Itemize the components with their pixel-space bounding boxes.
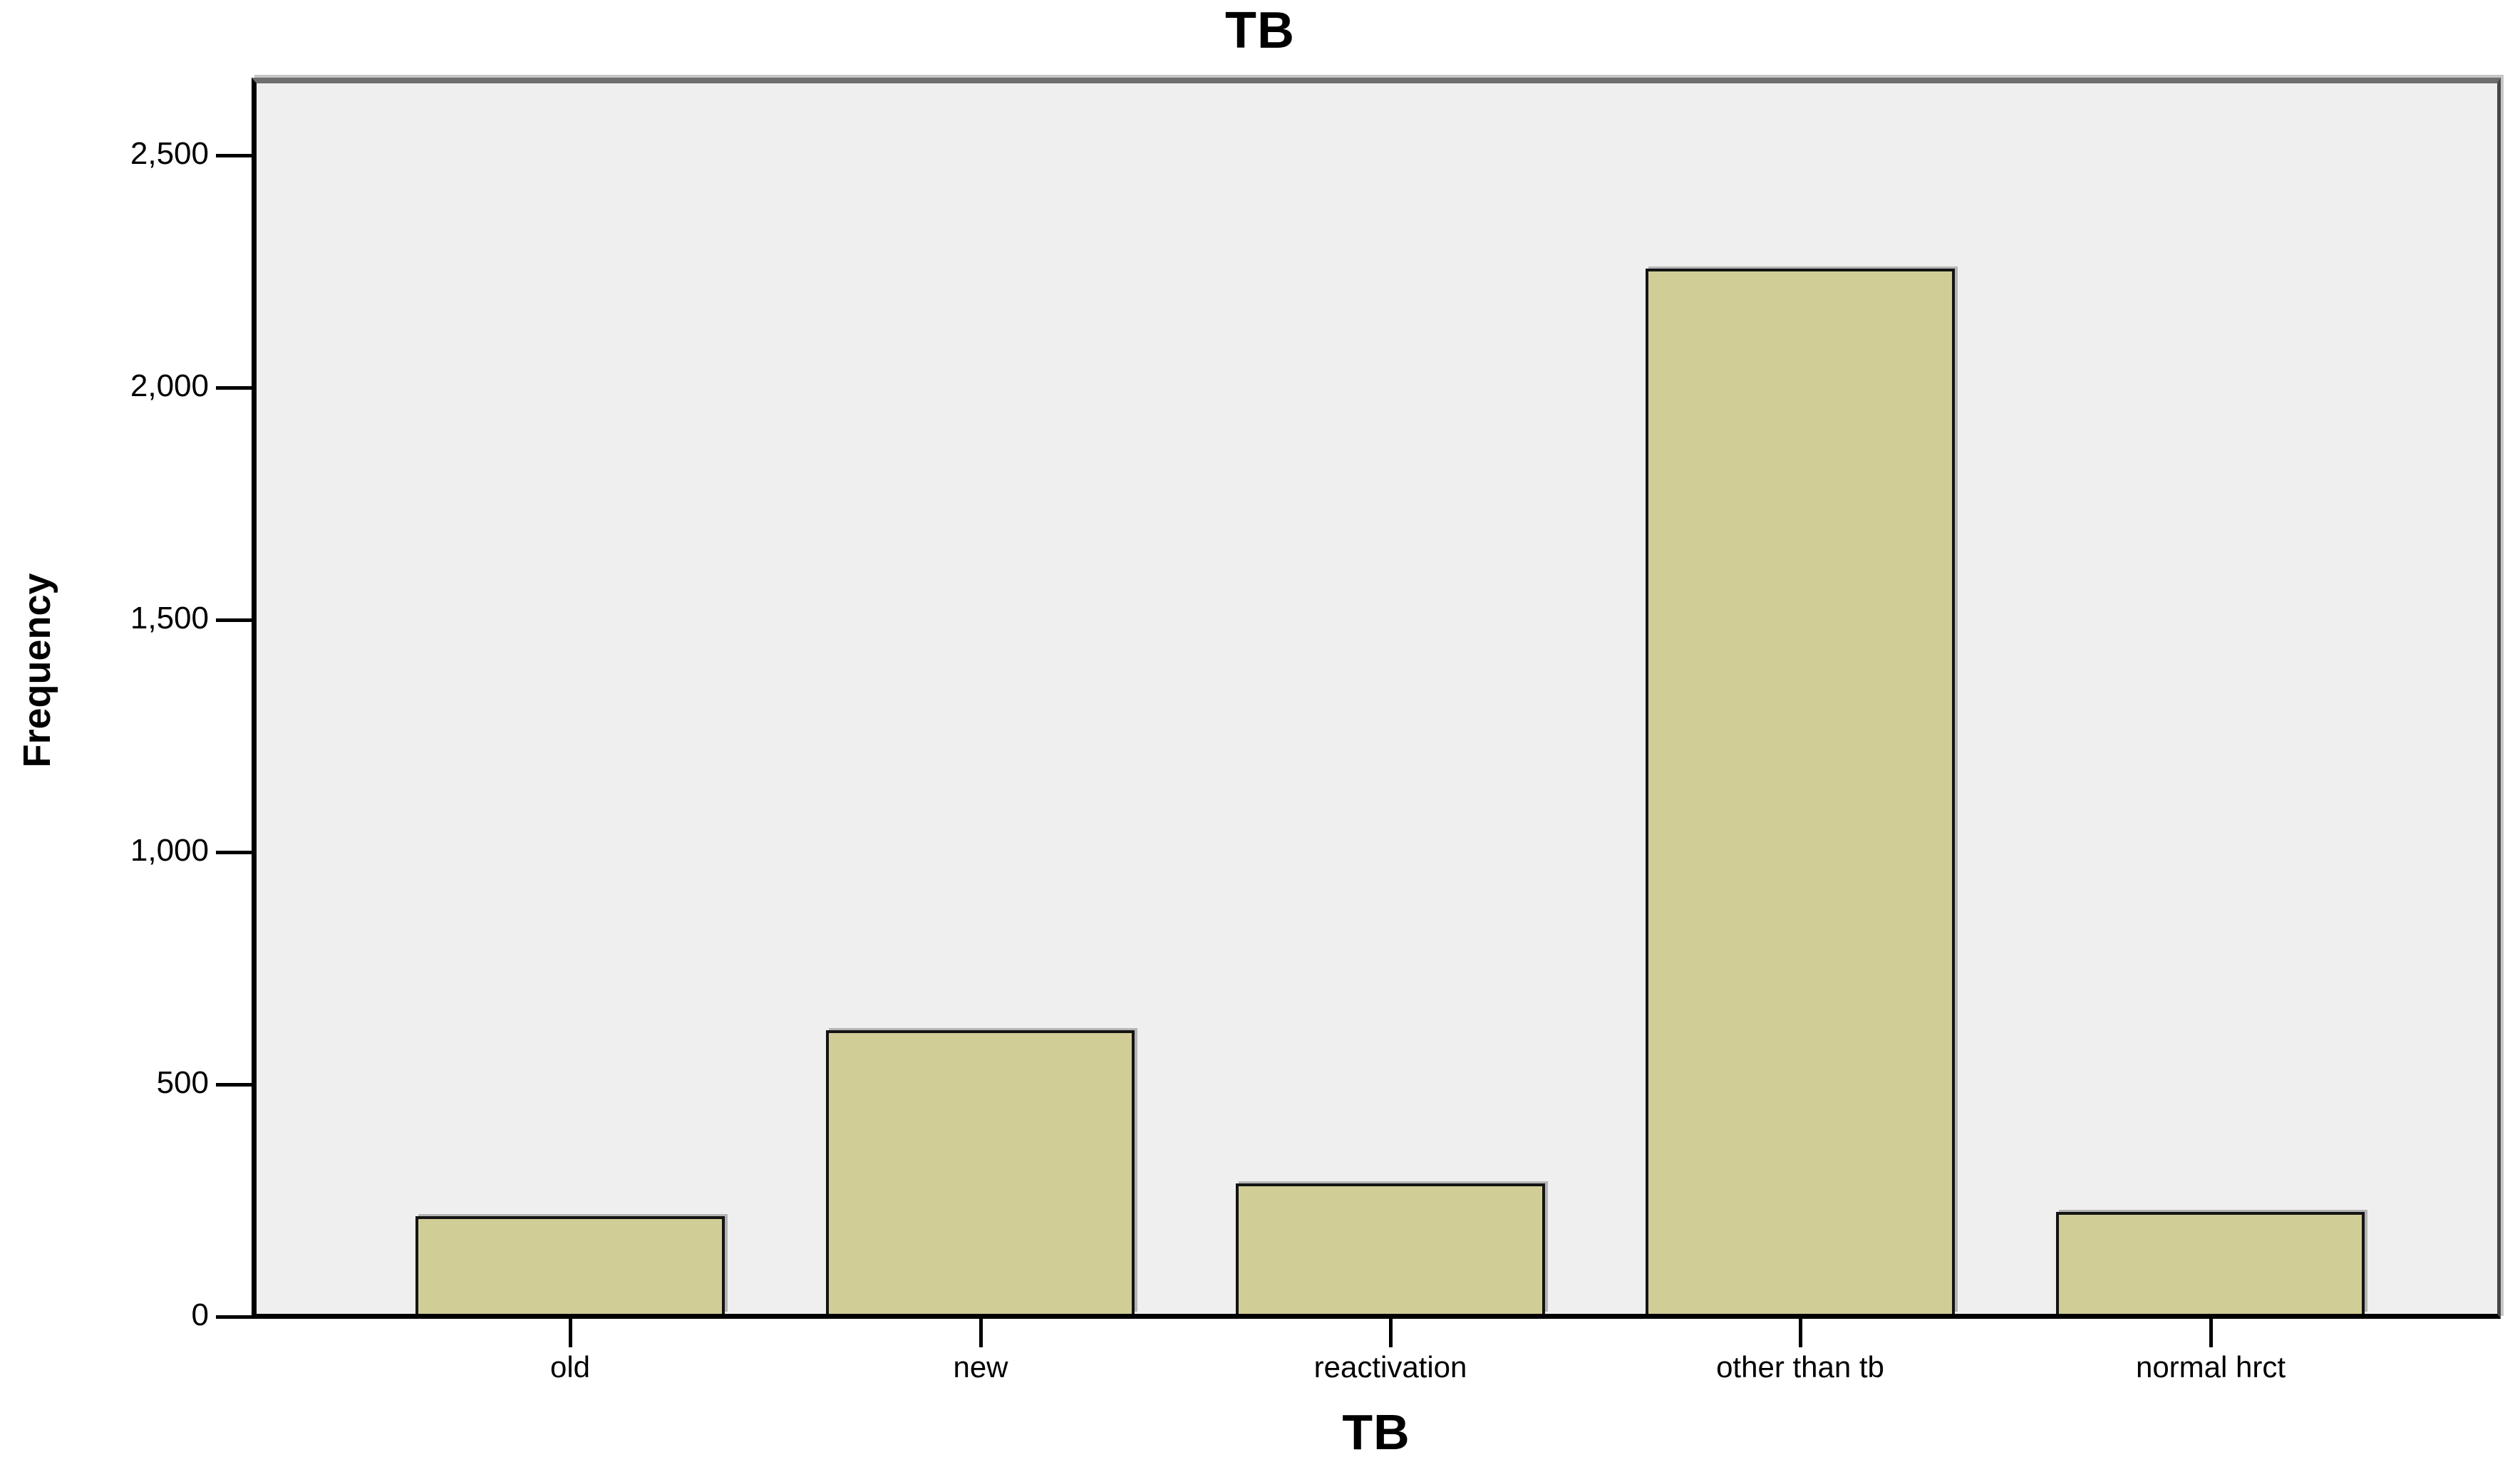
y-tick-label-1000: 1,000 (130, 833, 209, 869)
y-tick-label-500: 500 (156, 1065, 209, 1101)
x-tick-label-old: old (549, 1350, 591, 1384)
x-tick-normal-hrct (2209, 1319, 2213, 1347)
y-tick-label-0: 0 (191, 1297, 209, 1333)
y-tick-500 (216, 1083, 252, 1087)
bar-old (415, 1216, 725, 1314)
y-tick-1500 (216, 618, 252, 622)
y-tick-label-2000: 2,000 (130, 368, 209, 404)
x-tick-other-than-tb (1799, 1319, 1802, 1347)
chart-title: TB (1225, 2, 1295, 59)
y-axis-title: Frequency (16, 573, 58, 768)
x-tick-label-reactivation: reactivation (1313, 1350, 1467, 1384)
y-tick-2500 (216, 154, 252, 157)
y-tick-label-1500: 1,500 (130, 601, 209, 636)
y-tick-2000 (216, 386, 252, 390)
x-tick-label-other-than-tb: other than tb (1716, 1350, 1884, 1384)
x-tick-new (979, 1319, 983, 1347)
bar-reactivation (1235, 1183, 1545, 1314)
y-tick-label-2500: 2,500 (130, 136, 209, 172)
x-tick-reactivation (1389, 1319, 1393, 1347)
plot-area (252, 78, 2501, 1319)
bar-other-than-tb (1646, 269, 1956, 1314)
y-tick-1000 (216, 851, 252, 854)
y-tick-0 (216, 1315, 252, 1319)
x-tick-label-new: new (953, 1350, 1008, 1384)
bar-new (825, 1030, 1135, 1314)
x-tick-label-normal-hrct: normal hrct (2135, 1350, 2286, 1384)
bar-normal-hrct (2055, 1212, 2365, 1314)
x-axis-title: TB (1342, 1404, 1410, 1460)
x-tick-old (569, 1319, 572, 1347)
